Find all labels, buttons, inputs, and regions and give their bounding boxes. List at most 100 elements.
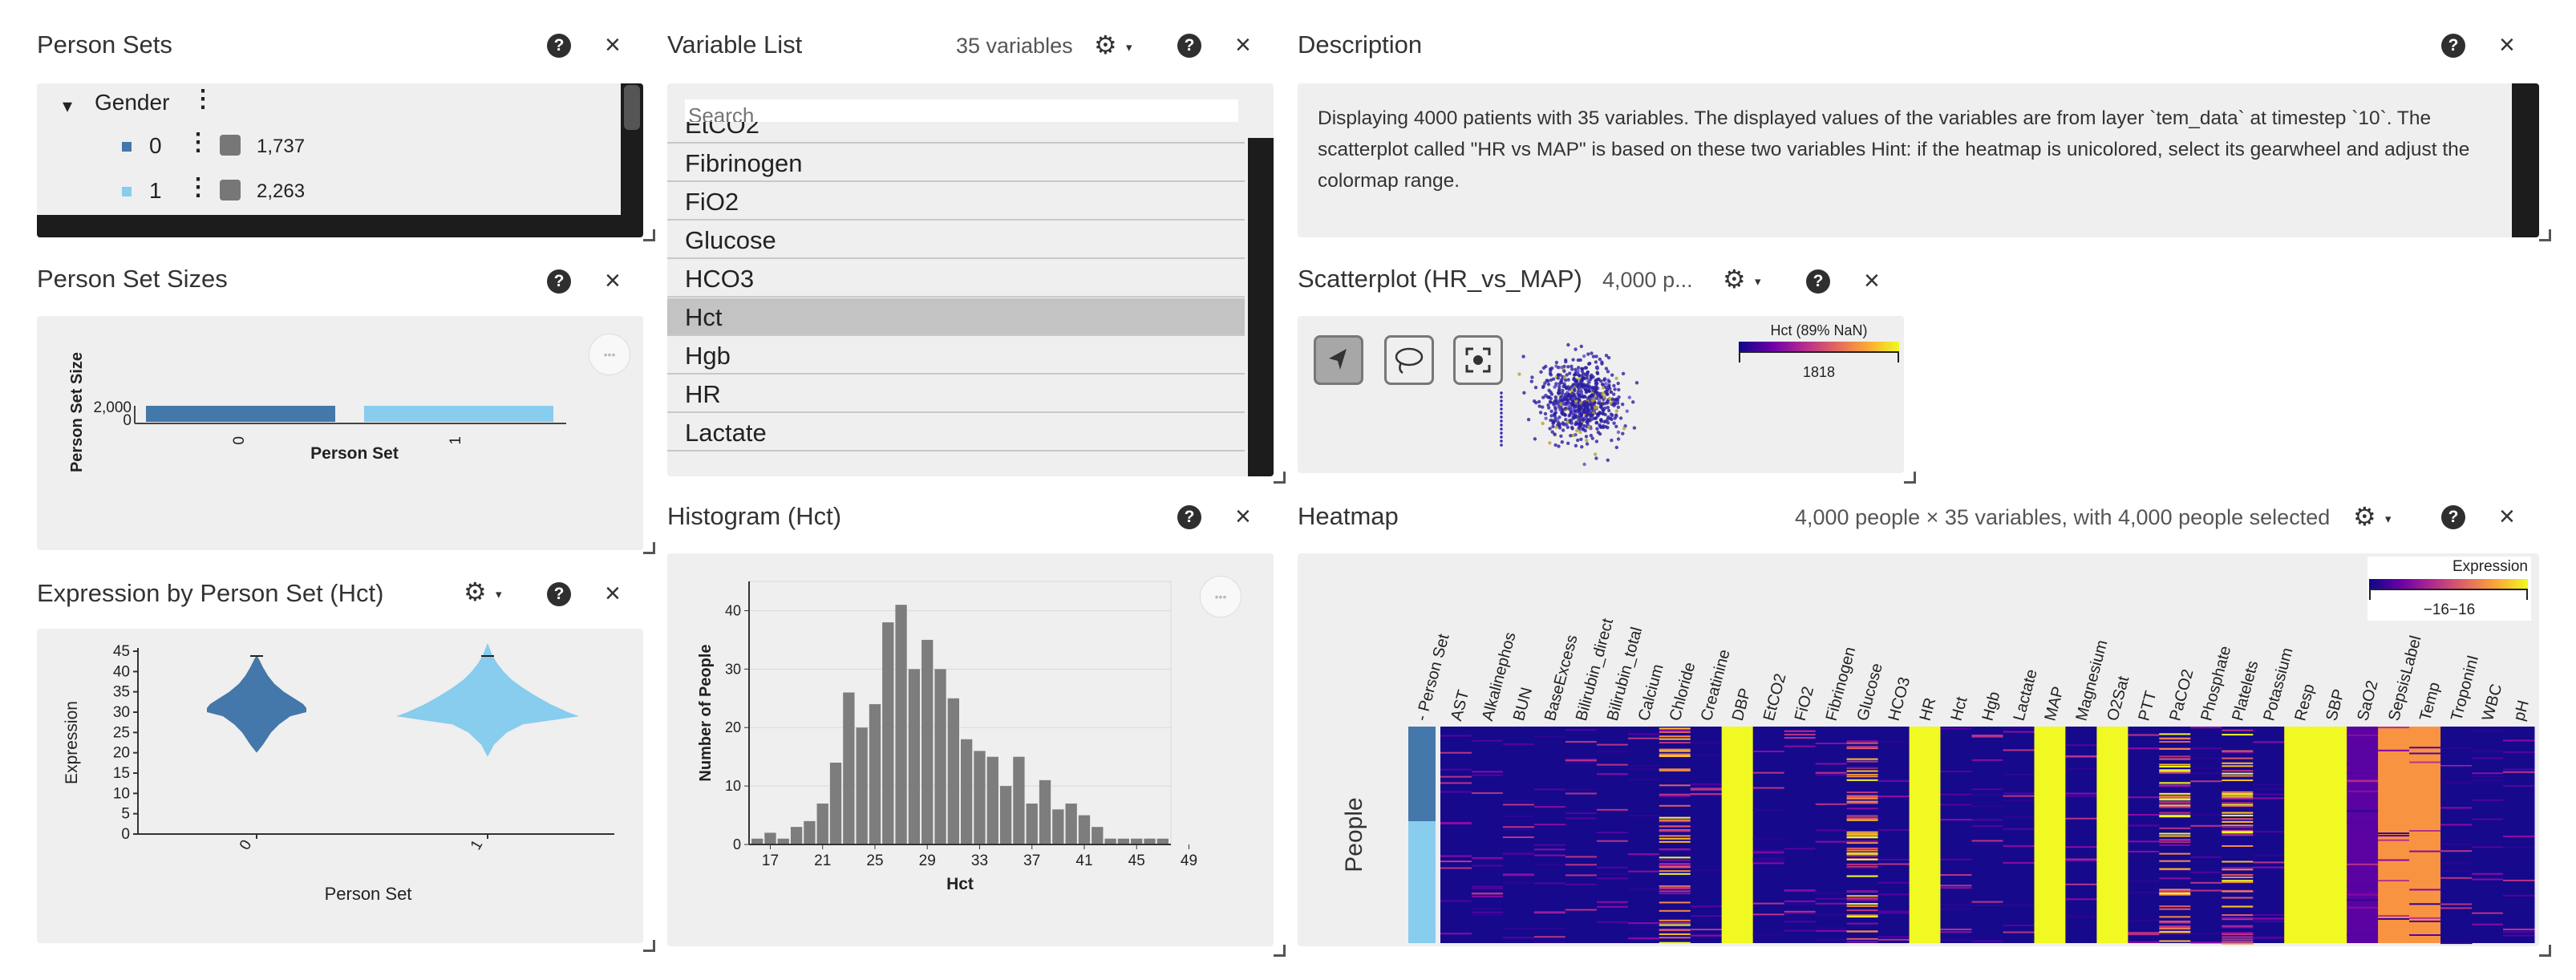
vertical-scrollbar[interactable] [1248, 138, 1274, 476]
horizontal-scrollbar[interactable] [37, 215, 643, 237]
histogram-bar [1156, 838, 1169, 844]
close-icon[interactable]: × [605, 265, 621, 296]
gear-icon[interactable]: ⚙ [1723, 265, 1746, 294]
chevron-down-icon[interactable]: ▾ [2385, 512, 2392, 526]
heatmap-cell-line [1502, 852, 1535, 855]
heatmap-cell-line [2128, 880, 2160, 882]
heatmap-cell-line [2159, 839, 2191, 841]
chevron-down-icon[interactable]: ▾ [63, 95, 73, 117]
gear-icon[interactable]: ⚙ [1094, 30, 1117, 59]
heatmap-cell-line [1690, 754, 1723, 756]
close-icon[interactable]: × [1235, 30, 1251, 60]
resize-handle[interactable] [2539, 229, 2551, 241]
chevron-down-icon[interactable]: ▾ [496, 588, 502, 601]
heatmap-cell-line [2159, 814, 2191, 816]
variable-item[interactable]: EtCO2 [667, 122, 1245, 144]
help-icon[interactable]: ? [1177, 505, 1201, 529]
heatmap-cell-line [2409, 889, 2441, 891]
heatmap-cell-line [1846, 815, 1879, 817]
variable-item[interactable]: Glucose [667, 221, 1245, 259]
close-icon[interactable]: × [605, 30, 621, 60]
bar[interactable] [364, 406, 553, 422]
scatterplot-canvas[interactable] [1298, 316, 1904, 473]
heatmap-column-label: Glucose [1854, 662, 1886, 723]
heatmap-cell-line [2190, 824, 2222, 827]
chevron-down-icon[interactable]: ▾ [1755, 275, 1761, 289]
help-icon[interactable]: ? [2441, 505, 2465, 529]
gear-icon[interactable]: ⚙ [464, 577, 487, 606]
help-icon[interactable]: ? [2441, 34, 2465, 58]
panel-title: Scatterplot (HR_vs_MAP) [1298, 265, 1582, 293]
gear-icon[interactable]: ⚙ [2353, 502, 2376, 531]
heatmap-cell-line [2222, 826, 2254, 828]
y-tick-label: 30 [725, 661, 741, 677]
heatmap-cell-line [2222, 802, 2254, 804]
heatmap-cell-line [2472, 799, 2504, 801]
resize-handle[interactable] [1274, 472, 1286, 484]
heatmap-cell-line [2222, 804, 2254, 806]
heatmap-cell-line [1690, 869, 1723, 872]
heatmap-cell-line [1472, 771, 1504, 773]
pointer-tool-button[interactable] [1314, 335, 1363, 385]
chevron-down-icon[interactable]: ▾ [1126, 41, 1132, 55]
help-icon[interactable]: ? [547, 582, 571, 606]
heatmap-cell-line [1659, 840, 1691, 843]
lasso-tool-button[interactable] [1384, 335, 1434, 385]
help-icon[interactable]: ? [547, 269, 571, 294]
close-icon[interactable]: × [2499, 30, 2515, 60]
heatmap-cell-line [2409, 761, 2441, 763]
help-icon[interactable]: ? [547, 34, 571, 58]
scrollbar-thumb[interactable] [624, 85, 640, 130]
heatmap-cell-line [1533, 936, 1566, 938]
variable-item[interactable]: FiO2 [667, 183, 1245, 221]
heatmap-cell-line [2128, 747, 2160, 750]
resize-handle[interactable] [643, 542, 655, 554]
heatmap-cell-line [2222, 926, 2254, 929]
bar[interactable] [146, 406, 335, 422]
visibility-checkbox[interactable] [220, 135, 241, 156]
resize-handle[interactable] [1904, 472, 1916, 484]
more-vertical-icon[interactable]: ⋮ [191, 86, 215, 112]
resize-handle[interactable] [2539, 945, 2551, 957]
person-set-band [1408, 727, 1436, 821]
heatmap-cell-line [2065, 883, 2097, 885]
visibility-checkbox[interactable] [220, 180, 241, 200]
close-icon[interactable]: × [605, 578, 621, 609]
variable-item[interactable]: HR [667, 375, 1245, 413]
vertical-scrollbar[interactable] [2512, 83, 2539, 237]
histogram-bar [908, 669, 921, 844]
variable-item[interactable]: Fibrinogen [667, 144, 1245, 182]
heatmap-cell-line [2409, 752, 2441, 755]
heatmap-cell-line [1846, 840, 1879, 842]
close-icon[interactable]: × [1235, 501, 1251, 532]
variable-item[interactable]: HCO3 [667, 260, 1245, 298]
resize-handle[interactable] [643, 940, 655, 952]
heatmap-cell-line [2065, 817, 2097, 820]
heatmap-column [1721, 727, 1754, 943]
help-icon[interactable]: ? [1806, 269, 1830, 294]
more-vertical-icon[interactable]: ⋮ [186, 174, 210, 200]
ellipsis-icon[interactable]: ••• [589, 334, 630, 375]
resize-handle[interactable] [1274, 945, 1286, 957]
close-icon[interactable]: × [1864, 265, 1880, 296]
heatmap-cell-line [1784, 730, 1817, 732]
resize-handle[interactable] [643, 229, 655, 241]
more-vertical-icon[interactable]: ⋮ [186, 129, 210, 156]
heatmap-cell-line [2222, 869, 2254, 871]
heatmap-cell-line [2065, 767, 2097, 770]
heatmap-cell-line [1752, 850, 1785, 852]
heatmap-cell-line [1846, 779, 1879, 781]
heatmap-cell-line [1659, 919, 1691, 921]
variable-item-selected[interactable]: Hct [667, 298, 1245, 336]
heatmap-cell-line [2222, 932, 2254, 934]
heatmap-cell-line [2222, 890, 2254, 893]
variable-item[interactable]: Hgb [667, 337, 1245, 375]
variable-item[interactable]: Lactate [667, 414, 1245, 452]
help-icon[interactable]: ? [1177, 34, 1201, 58]
recenter-tool-button[interactable] [1453, 335, 1503, 385]
heatmap-cell-line [2222, 938, 2254, 941]
close-icon[interactable]: × [2499, 501, 2515, 532]
heatmap-cell-line [1565, 759, 1598, 761]
ellipsis-icon[interactable]: ••• [1200, 576, 1241, 618]
